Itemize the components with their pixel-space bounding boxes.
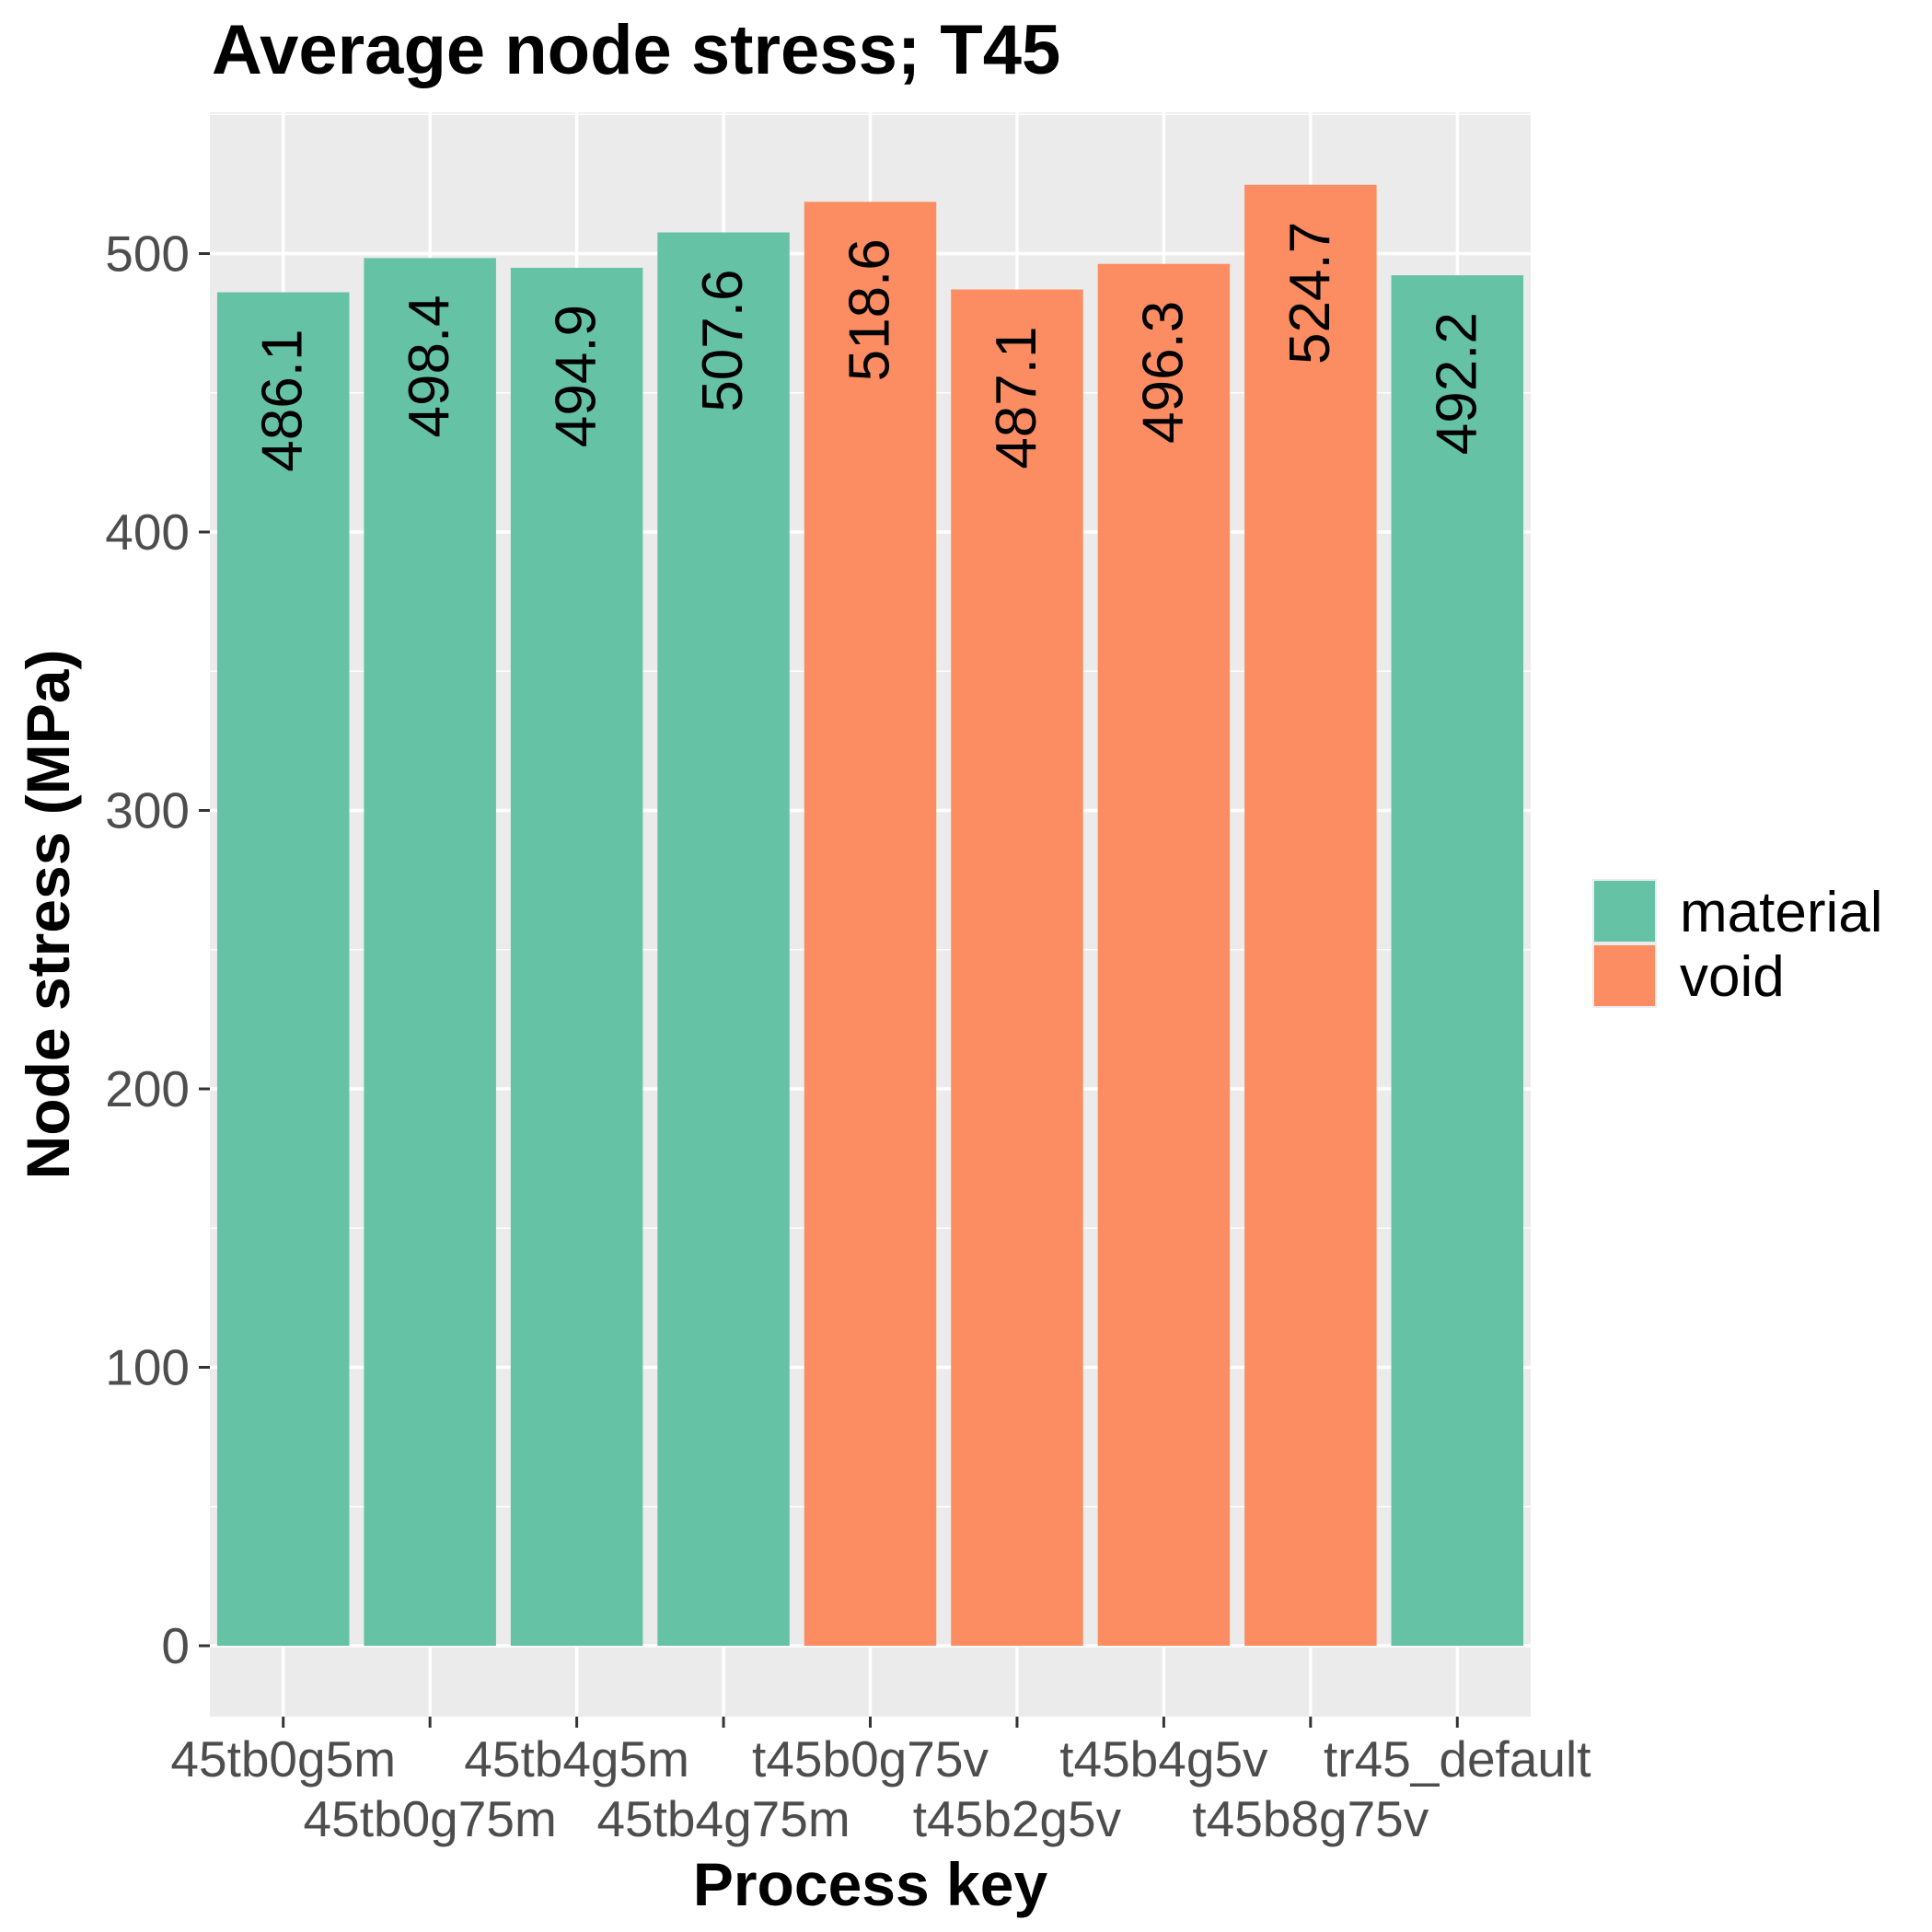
bar [510, 267, 643, 1646]
bar [1391, 275, 1524, 1647]
y-axis-title: Node stress (MPa) [14, 650, 82, 1180]
bar [951, 289, 1083, 1647]
x-tick-label: t45b0g75v [752, 1730, 989, 1787]
x-axis: 45tb0g5m45tb0g75m45tb4g5m45tb4g75mt45b0g… [170, 1717, 1591, 1847]
bar [364, 258, 496, 1647]
x-tick-label: 45tb0g75m [304, 1790, 557, 1847]
x-tick-label: 45tb4g75m [596, 1790, 850, 1847]
y-tick-label: 0 [161, 1617, 190, 1674]
x-axis-title: Process key [693, 1850, 1048, 1918]
bar-data-label: 486.1 [251, 330, 315, 472]
x-tick-label: 45tb4g5m [464, 1730, 689, 1787]
bar [657, 232, 790, 1646]
bar-data-label: 496.3 [1131, 301, 1195, 444]
legend-label-material: material [1680, 881, 1883, 944]
legend-label-void: void [1680, 945, 1785, 1009]
bars [216, 184, 1524, 1647]
bar [1244, 184, 1377, 1647]
bar-labels: 486.1 498.4 494.9 507.6 518.6 487.1 496.3 524.7… [251, 222, 1489, 472]
y-axis: 0 100 200 300 400 500 [105, 226, 210, 1674]
bar-data-label: 498.4 [398, 295, 461, 437]
bar-data-label: 487.1 [985, 327, 1048, 469]
bar-data-label: 518.6 [839, 238, 902, 381]
bar-data-label: 494.9 [545, 305, 608, 447]
legend-key-material [1594, 881, 1655, 942]
chart-title: Average node stress; T45 [212, 11, 1060, 89]
x-tick-label: 45tb0g5m [170, 1730, 396, 1787]
x-tick-label: tr45_default [1324, 1730, 1591, 1787]
y-tick-label: 500 [105, 226, 190, 283]
x-tick-label: t45b4g5v [1059, 1730, 1268, 1787]
legend-key-void [1594, 945, 1655, 1006]
bar [1097, 263, 1231, 1646]
y-tick-label: 300 [105, 782, 190, 839]
x-tick-label: t45b2g5v [913, 1790, 1122, 1847]
bar-data-label: 524.7 [1278, 222, 1342, 364]
y-tick-label: 100 [105, 1339, 190, 1396]
bar [216, 292, 350, 1646]
y-tick-label: 400 [105, 503, 190, 561]
bar-data-label: 492.2 [1425, 312, 1488, 455]
bar [804, 202, 937, 1647]
x-tick-label: t45b8g75v [1192, 1790, 1429, 1847]
y-tick-label: 200 [105, 1060, 190, 1117]
bar-data-label: 507.6 [691, 270, 755, 412]
